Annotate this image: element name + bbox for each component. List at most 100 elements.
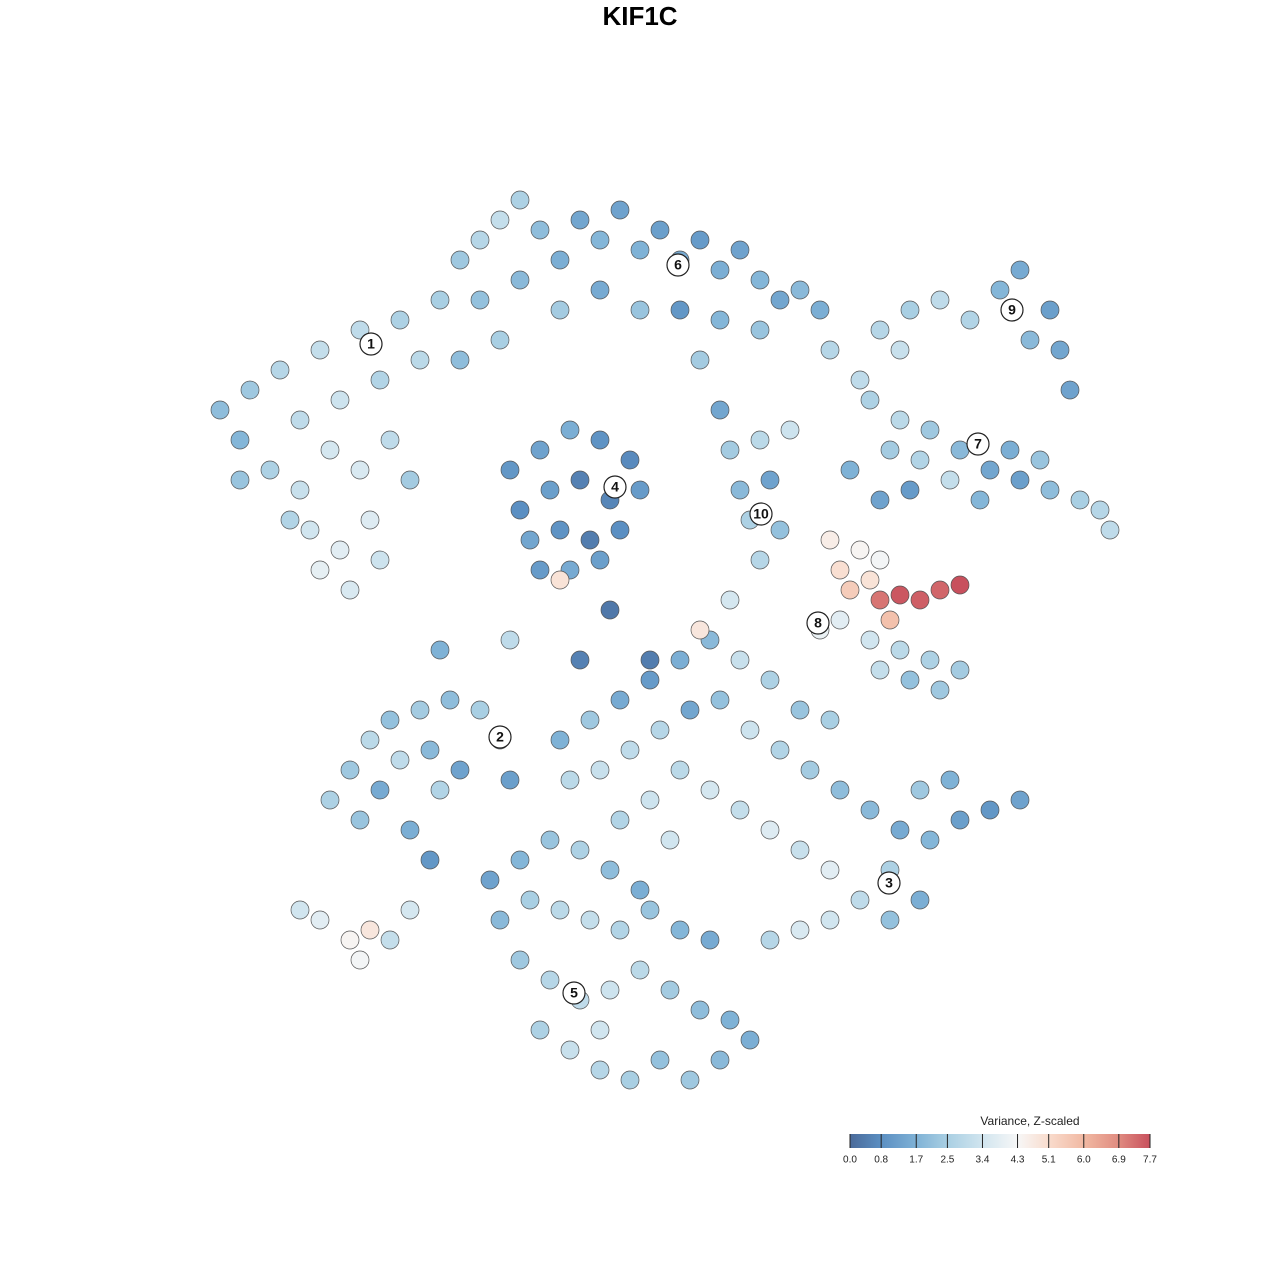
point [430, 640, 450, 660]
point [930, 680, 950, 700]
cluster-badge [1000, 298, 1024, 322]
cluster-badge [562, 981, 586, 1005]
point [730, 800, 750, 820]
point [790, 840, 810, 860]
point [370, 550, 390, 570]
point [650, 220, 670, 240]
cluster-label: 3 [885, 875, 893, 891]
point [580, 530, 600, 550]
point [580, 710, 600, 730]
cluster-label: 10 [753, 506, 769, 522]
point [500, 630, 520, 650]
point [920, 650, 940, 670]
point [760, 470, 780, 490]
point [830, 610, 850, 630]
cluster-badge [603, 475, 627, 499]
point [680, 1070, 700, 1090]
point [550, 300, 570, 320]
point [600, 600, 620, 620]
point [340, 580, 360, 600]
point [300, 520, 320, 540]
point [450, 760, 470, 780]
point [720, 440, 740, 460]
cluster-label: 1 [367, 336, 375, 352]
point [1090, 500, 1110, 520]
point [730, 650, 750, 670]
point [590, 280, 610, 300]
point [410, 350, 430, 370]
point [1020, 330, 1040, 350]
point [820, 910, 840, 930]
colorbar-tick-label: 0.0 [843, 1155, 857, 1166]
point [510, 850, 530, 870]
point [710, 400, 730, 420]
point [890, 640, 910, 660]
point [590, 430, 610, 450]
point [510, 270, 530, 290]
point [620, 740, 640, 760]
point [260, 460, 280, 480]
point [540, 970, 560, 990]
cluster-badge [749, 502, 773, 526]
point [580, 910, 600, 930]
point [710, 310, 730, 330]
point [570, 470, 590, 490]
point [520, 530, 540, 550]
cluster-label: 4 [611, 479, 619, 495]
point [1100, 520, 1120, 540]
point [820, 530, 840, 550]
point [750, 270, 770, 290]
point [310, 910, 330, 930]
cluster-label: 7 [974, 436, 982, 452]
point [950, 575, 970, 595]
point [1010, 260, 1030, 280]
point [340, 930, 360, 950]
point [540, 830, 560, 850]
point [560, 420, 580, 440]
point [870, 660, 890, 680]
colorbar [850, 1134, 1150, 1148]
colorbar-tick-label: 6.9 [1112, 1155, 1126, 1166]
colorbar-tick-label: 0.8 [874, 1155, 888, 1166]
point [950, 440, 970, 460]
point [490, 910, 510, 930]
point [970, 490, 990, 510]
point [360, 920, 380, 940]
point [410, 700, 430, 720]
point [530, 1020, 550, 1040]
point [390, 310, 410, 330]
point [550, 520, 570, 540]
cluster-label: 9 [1008, 302, 1016, 318]
point [860, 390, 880, 410]
point [240, 380, 260, 400]
point [840, 460, 860, 480]
point [630, 240, 650, 260]
point [600, 860, 620, 880]
colorbar-tick-label: 4.3 [1011, 1155, 1025, 1166]
point [500, 770, 520, 790]
point [980, 460, 1000, 480]
point [420, 740, 440, 760]
point [610, 810, 630, 830]
point [880, 440, 900, 460]
point [320, 790, 340, 810]
point [870, 590, 890, 610]
point [660, 830, 680, 850]
cluster-badge [877, 871, 901, 895]
colorbar-tick-label: 2.5 [940, 1155, 954, 1166]
point [500, 460, 520, 480]
point [940, 470, 960, 490]
point [960, 310, 980, 330]
point [530, 440, 550, 460]
point [560, 770, 580, 790]
point [470, 230, 490, 250]
colorbar-tick-label: 3.4 [976, 1155, 990, 1166]
point [530, 220, 550, 240]
point [940, 770, 960, 790]
point [710, 1050, 730, 1070]
point [290, 480, 310, 500]
point [350, 810, 370, 830]
point [640, 650, 660, 670]
point [750, 430, 770, 450]
point [910, 450, 930, 470]
